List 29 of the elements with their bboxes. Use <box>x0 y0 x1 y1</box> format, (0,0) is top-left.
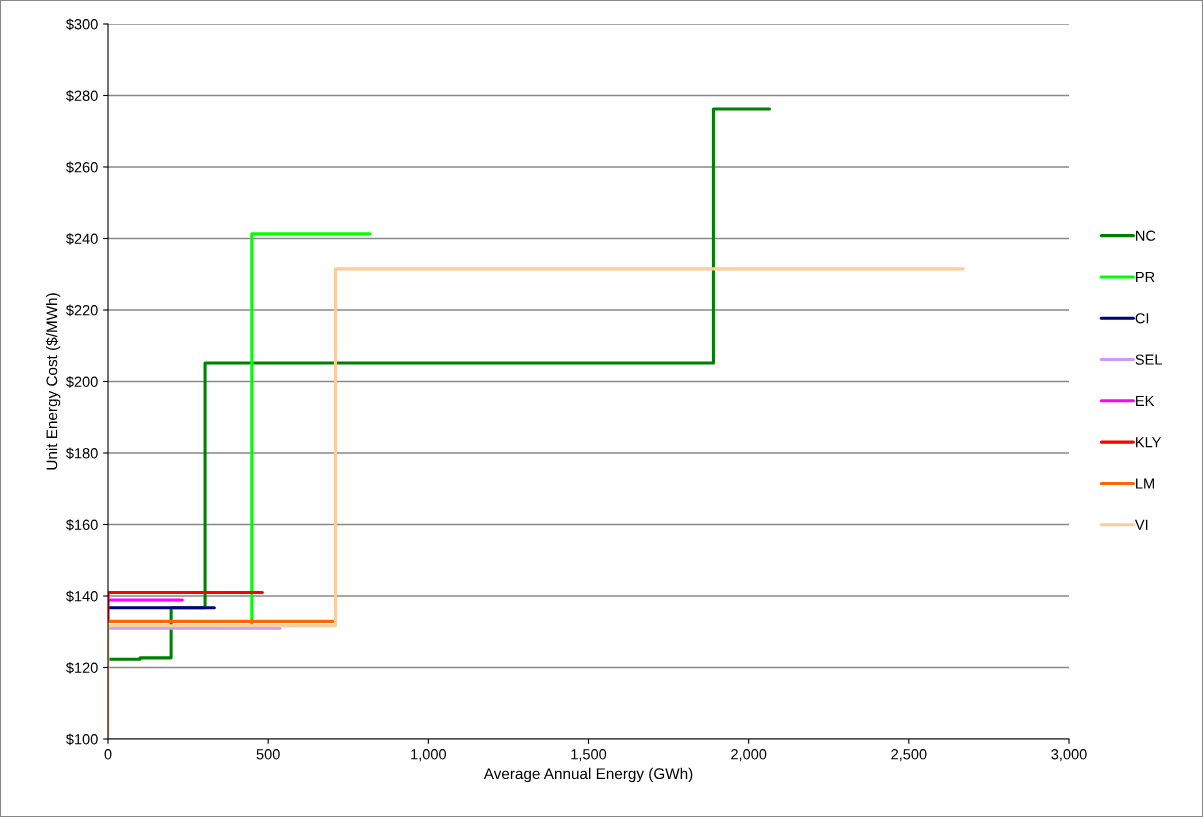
x-axis-title: Average Annual Energy (GWh) <box>483 767 693 783</box>
x-tick-label: 2,000 <box>731 749 767 762</box>
y-tick-label: $260 <box>66 161 98 174</box>
legend-label: PR <box>1136 271 1155 283</box>
y-tick-label: $240 <box>66 232 98 245</box>
y-tick-label: $120 <box>66 661 98 674</box>
legend-label: CI <box>1135 313 1149 324</box>
x-tick-label: 2,500 <box>891 749 927 762</box>
y-tick-label: $300 <box>66 18 98 31</box>
legend-label: LM <box>1136 478 1154 489</box>
y-axis-title: Unit Energy Cost ($/MWh) <box>45 293 61 470</box>
x-tick-label: 0 <box>104 749 112 760</box>
legend-label: EK <box>1136 395 1155 406</box>
x-tick-label: 3,000 <box>1051 749 1087 762</box>
y-tick-label: $140 <box>66 590 98 603</box>
y-tick-label: $160 <box>66 518 98 531</box>
x-tick-label: 500 <box>256 749 280 760</box>
legend-label: SEL <box>1135 354 1162 365</box>
legend-label: KLY <box>1136 437 1162 448</box>
y-tick-label: $200 <box>66 375 98 388</box>
y-tick-label: $180 <box>66 447 98 460</box>
y-tick-label: $220 <box>66 304 98 317</box>
x-tick-label: 1,000 <box>411 749 447 762</box>
y-tick-label: $280 <box>66 89 98 102</box>
legend-label: VI <box>1134 519 1148 530</box>
x-tick-label: 1,500 <box>571 749 607 762</box>
line-series <box>108 107 772 661</box>
y-tick-label: $100 <box>66 733 98 746</box>
legend-label: NC <box>1136 230 1156 241</box>
